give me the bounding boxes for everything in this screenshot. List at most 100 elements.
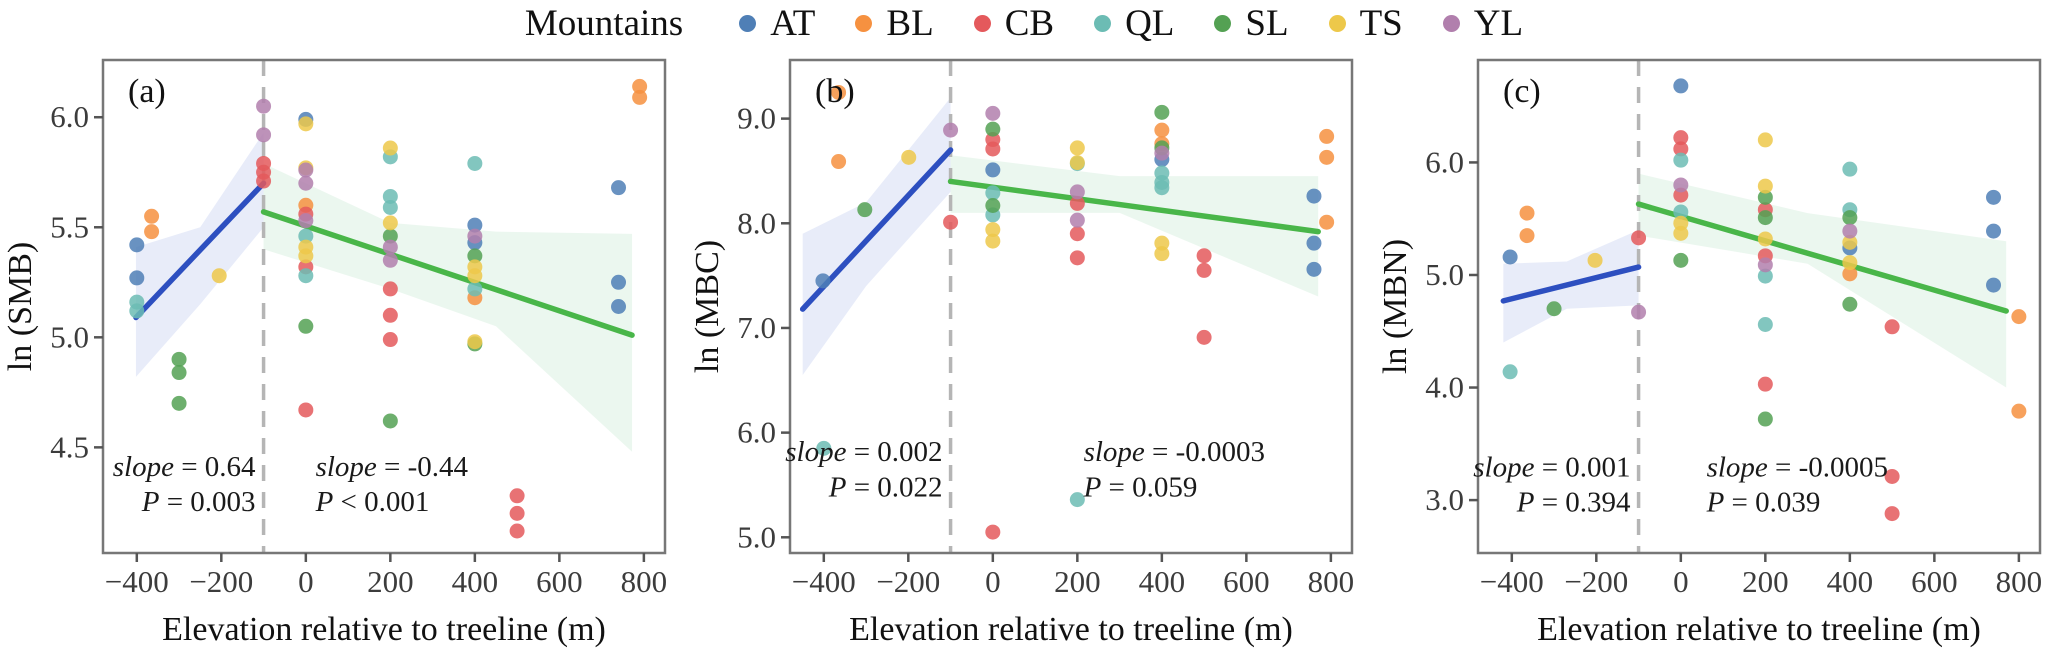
annotation-text: P = 0.022 — [828, 471, 943, 503]
legend-marker-icon — [739, 14, 757, 32]
data-point-YL — [298, 175, 314, 191]
data-point-QL — [1673, 152, 1689, 168]
x-axis-title: Elevation relative to treeline (m) — [849, 611, 1293, 648]
x-axis-tick-label: −400 — [792, 564, 856, 599]
data-point-SL — [171, 351, 187, 367]
annotation-text: slope = -0.0003 — [1084, 436, 1265, 468]
x-axis-tick-label: 800 — [1308, 564, 1355, 599]
data-point-AT — [1986, 189, 2002, 205]
legend-marker-icon — [1442, 14, 1460, 32]
legend-item-SL: SL — [1214, 2, 1289, 45]
data-point-BL — [2011, 403, 2027, 419]
data-point-AT — [129, 270, 145, 286]
data-point-CB — [509, 523, 525, 539]
data-point-SL — [1842, 210, 1858, 226]
legend-marker-icon — [855, 14, 873, 32]
data-point-YL — [256, 98, 272, 114]
data-point-SL — [171, 365, 187, 381]
legend-item-label: CB — [1004, 2, 1055, 44]
data-point-CB — [298, 402, 314, 418]
data-point-TS — [467, 334, 483, 350]
x-axis-tick-label: −200 — [876, 564, 940, 599]
data-point-SL — [382, 413, 398, 429]
data-point-BL — [144, 208, 160, 224]
data-point-CB — [1673, 130, 1689, 146]
data-point-SL — [382, 228, 398, 244]
data-point-YL — [1631, 304, 1647, 320]
data-point-BL — [831, 154, 847, 170]
annotation-text: P = 0.003 — [141, 486, 256, 518]
data-point-TS — [1154, 235, 1170, 251]
annotation-text: slope = 0.64 — [113, 451, 256, 483]
data-point-TS — [985, 222, 1001, 238]
data-point-SL — [1673, 252, 1689, 268]
data-point-TS — [1154, 246, 1170, 262]
data-point-TS — [1842, 234, 1858, 250]
data-point-CB — [1196, 248, 1212, 264]
y-axis-title: ln (SMB) — [2, 242, 39, 371]
annotation-text: P < 0.001 — [315, 486, 430, 518]
data-point-YL — [1069, 212, 1085, 228]
panel-tag: (b) — [815, 73, 855, 110]
panel-tag: (c) — [1503, 73, 1541, 110]
y-axis-tick-label: 5.0 — [737, 519, 776, 554]
x-axis-tick-label: 600 — [1223, 564, 1270, 599]
annotation-text: P = 0.059 — [1083, 471, 1198, 503]
data-point-AT — [1673, 78, 1689, 94]
legend-item-label: BL — [886, 2, 934, 44]
data-point-QL — [1154, 180, 1170, 196]
y-axis-tick-label: 7.0 — [737, 310, 776, 345]
panel-tag: (a) — [128, 73, 166, 110]
data-point-CB — [382, 281, 398, 297]
confidence-band — [263, 163, 633, 452]
legend-item-QL: QL — [1094, 2, 1174, 45]
data-point-SL — [171, 395, 187, 411]
data-point-AT — [611, 274, 627, 290]
annotation-text: P = 0.394 — [1516, 486, 1631, 518]
x-axis-tick-label: 200 — [1742, 564, 1789, 599]
legend-marker-icon — [1328, 14, 1346, 32]
data-point-AT — [611, 180, 627, 196]
annotation-text: P = 0.039 — [1706, 486, 1821, 518]
data-point-SL — [1757, 210, 1773, 226]
legend-item-label: QL — [1125, 2, 1175, 44]
data-point-CB — [382, 307, 398, 323]
data-point-QL — [129, 303, 145, 319]
legend-item-TS: TS — [1328, 2, 1403, 45]
data-point-CB — [1196, 262, 1212, 278]
x-axis-title: Elevation relative to treeline (m) — [162, 611, 606, 648]
y-axis-tick-label: 6.0 — [50, 99, 89, 134]
data-point-AT — [985, 162, 1001, 178]
data-point-BL — [2011, 309, 2027, 325]
legend-item-label: AT — [770, 2, 816, 44]
y-axis-tick-label: 6.0 — [737, 415, 776, 450]
data-point-AT — [467, 217, 483, 233]
data-point-TS — [1757, 178, 1773, 194]
data-point-QL — [1673, 204, 1689, 220]
data-point-AT — [129, 237, 145, 253]
data-point-SL — [1546, 301, 1562, 317]
data-point-SL — [1154, 104, 1170, 120]
data-point-YL — [1757, 257, 1773, 273]
legend-item-label: TS — [1359, 2, 1403, 44]
y-axis-title: ln (MBN) — [1377, 239, 1414, 374]
data-point-YL — [298, 162, 314, 178]
data-point-BL — [632, 78, 648, 94]
data-point-AT — [611, 299, 627, 314]
y-axis-tick-label: 5.0 — [50, 319, 89, 354]
legend-item-YL: YL — [1442, 2, 1523, 45]
data-point-SL — [467, 248, 483, 264]
data-point-YL — [382, 239, 398, 255]
data-point-SL — [985, 197, 1001, 213]
data-point-YL — [1842, 223, 1858, 239]
data-point-BL — [144, 224, 160, 240]
confidence-band — [1638, 173, 2007, 388]
data-point-CB — [1631, 230, 1647, 246]
x-axis-tick-label: 200 — [367, 564, 414, 599]
y-axis-tick-label: 3.0 — [1425, 482, 1464, 517]
data-point-QL — [1757, 268, 1773, 284]
legend-item-CB: CB — [973, 2, 1055, 45]
y-axis-tick-label: 5.0 — [1425, 257, 1464, 292]
